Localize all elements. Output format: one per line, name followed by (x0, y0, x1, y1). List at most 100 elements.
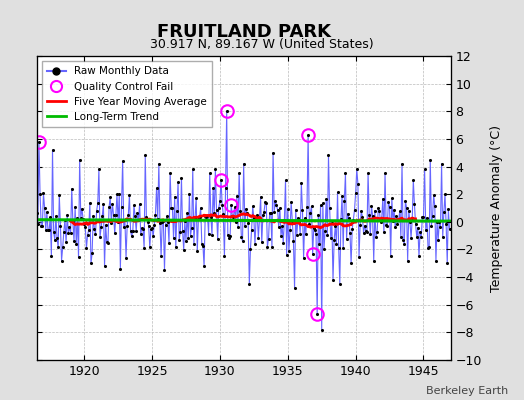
Point (215, 204, 223, 211)
Point (241, 223, 249, 229)
Point (329, 277, 337, 283)
Text: 30.917 N, 89.167 W (United States): 30.917 N, 89.167 W (United States) (150, 38, 374, 51)
Point (173, 208, 181, 214)
Point (361, 222, 369, 229)
Point (444, 206, 453, 213)
Point (196, 204, 205, 211)
Point (141, 152, 149, 159)
Point (152, 185, 161, 191)
Point (443, 260, 452, 266)
Point (132, 228, 140, 234)
Point (118, 158, 127, 164)
Point (79, 216, 87, 222)
Point (268, 244, 276, 250)
Point (357, 208, 365, 214)
Point (163, 219, 172, 226)
Point (410, 201, 419, 208)
Point (228, 212, 236, 219)
Point (44, 227, 52, 233)
Point (46, 214, 54, 221)
Point (347, 260, 355, 266)
Point (338, 193, 346, 199)
Point (135, 201, 144, 208)
Point (263, 243, 271, 250)
Point (75, 156, 84, 163)
Point (147, 226, 155, 232)
Point (243, 210, 251, 216)
Point (328, 220, 336, 226)
Point (425, 244, 433, 250)
Point (406, 219, 414, 225)
Point (220, 253, 228, 260)
Point (201, 213, 210, 220)
Point (123, 222, 132, 229)
Point (148, 225, 156, 231)
Point (332, 241, 341, 248)
Point (286, 227, 294, 234)
Point (244, 220, 253, 226)
Point (395, 217, 403, 223)
Point (68, 185, 76, 192)
Point (260, 208, 268, 215)
Point (345, 215, 353, 222)
Point (301, 215, 309, 222)
Point (304, 132, 312, 138)
Point (184, 235, 192, 242)
Point (190, 241, 198, 247)
Point (274, 207, 282, 213)
Point (269, 150, 277, 156)
Point (39, 190, 48, 197)
Point (71, 204, 79, 210)
Point (309, 250, 317, 257)
Point (41, 227, 50, 234)
Point (319, 200, 327, 206)
Point (252, 216, 260, 222)
Point (144, 218, 152, 225)
Point (411, 221, 420, 228)
Point (53, 235, 61, 241)
Point (232, 218, 240, 225)
Point (431, 203, 439, 210)
Point (160, 267, 169, 273)
Point (253, 212, 261, 218)
Point (261, 199, 269, 206)
Point (380, 229, 388, 236)
Point (376, 219, 385, 225)
Point (126, 228, 135, 234)
Point (346, 230, 354, 236)
Point (420, 166, 429, 172)
Point (142, 214, 150, 220)
Point (249, 215, 258, 221)
Point (383, 222, 391, 229)
Point (248, 203, 257, 210)
Point (166, 170, 174, 177)
Point (122, 254, 130, 261)
Point (436, 224, 445, 230)
Point (128, 228, 137, 234)
Point (139, 226, 147, 232)
Point (335, 281, 344, 287)
Point (159, 218, 168, 224)
Point (353, 166, 361, 172)
Y-axis label: Temperature Anomaly (°C): Temperature Anomaly (°C) (490, 124, 503, 292)
Point (315, 241, 324, 248)
Point (98, 213, 106, 219)
Point (398, 160, 406, 167)
Point (230, 214, 238, 220)
Point (223, 108, 231, 114)
Point (408, 217, 417, 224)
Point (246, 246, 255, 252)
Point (149, 233, 157, 240)
Point (124, 212, 133, 219)
Point (267, 209, 275, 216)
Point (181, 217, 189, 224)
Point (391, 224, 399, 230)
Point (374, 205, 383, 212)
Point (63, 212, 71, 218)
Point (38, 223, 47, 229)
Point (167, 205, 176, 212)
Point (389, 218, 397, 225)
Point (351, 207, 359, 213)
Point (119, 224, 128, 230)
Point (368, 213, 377, 220)
